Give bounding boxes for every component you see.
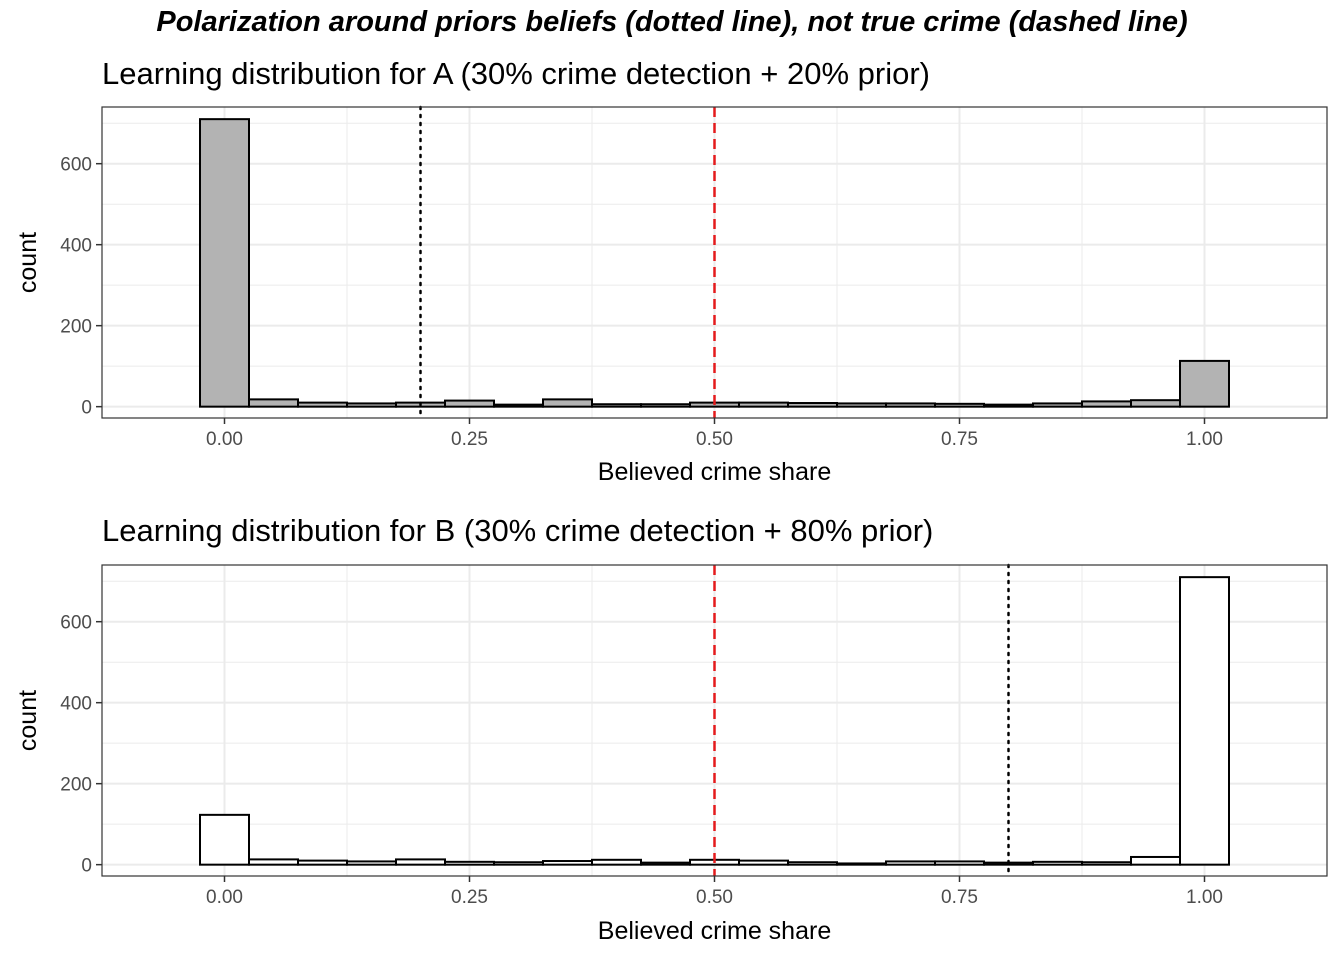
histogram-bar [542, 860, 593, 866]
x-tick-label: 0.25 [451, 429, 488, 450]
histogram-bar [787, 402, 838, 408]
y-axis: 0 200 400 600 [60, 155, 102, 419]
histogram-bar [738, 859, 789, 866]
x-axis: 0.00 0.25 0.50 0.75 1.00 [206, 876, 1223, 908]
y-axis: 0 200 400 600 [60, 613, 102, 877]
histogram-bar [1130, 855, 1181, 866]
histogram-bar [1032, 402, 1083, 408]
histogram-bar [444, 399, 495, 408]
histogram-bar [591, 858, 642, 866]
x-axis: 0.00 0.25 0.50 0.75 1.00 [206, 418, 1223, 450]
chart-panels: Learning distribution for A (30% crime d… [14, 56, 1328, 945]
x-tick-label: 0.00 [206, 887, 243, 908]
chart-panel-2: Learning distribution for B (30% crime d… [14, 513, 1328, 945]
y-tick-label: 200 [60, 317, 92, 338]
histogram-bar [640, 403, 691, 408]
y-axis-title: count [14, 690, 42, 751]
histogram-bar [836, 862, 887, 866]
histogram-bar [1032, 860, 1083, 866]
histogram-bar [640, 861, 691, 866]
histogram-bar [346, 402, 397, 408]
y-axis-title: count [14, 232, 42, 293]
histogram-bar [934, 402, 985, 408]
x-tick-label: 1.00 [1186, 887, 1223, 908]
x-tick-label: 0.50 [696, 887, 733, 908]
x-tick-label: 0.75 [941, 429, 978, 450]
histogram-bar [983, 403, 1034, 408]
histogram-bar [248, 858, 299, 866]
figure-title: Polarization around priors beliefs (dott… [156, 6, 1187, 38]
histogram-bar [297, 859, 348, 866]
y-tick-label: 400 [60, 236, 92, 257]
y-tick-label: 0 [81, 398, 92, 419]
histogram-bar [493, 861, 544, 866]
histogram-bar [885, 402, 936, 408]
x-tick-label: 0.50 [696, 429, 733, 450]
histogram-bar [444, 860, 495, 866]
x-tick-label: 0.00 [206, 429, 243, 450]
histogram-bar [395, 858, 446, 866]
histogram-bar [591, 403, 642, 408]
histogram-bars [199, 576, 1230, 866]
histogram-bar [1081, 400, 1132, 408]
chart-panel-1: Learning distribution for A (30% crime d… [14, 56, 1328, 486]
x-axis-title: Believed crime share [598, 917, 831, 945]
histogram-bar [1081, 861, 1132, 866]
histogram-bar [787, 861, 838, 866]
histogram-bar [1179, 359, 1230, 408]
histogram-bar [346, 860, 397, 866]
y-tick-label: 600 [60, 155, 92, 176]
histogram-bar [542, 398, 593, 408]
histogram-bar [297, 401, 348, 408]
histogram-bar [934, 860, 985, 866]
panel-title: Learning distribution for A (30% crime d… [102, 56, 930, 91]
x-axis-title: Believed crime share [598, 458, 831, 486]
histogram-bar [885, 860, 936, 866]
histogram-bar [248, 398, 299, 408]
histogram-bar [1130, 399, 1181, 408]
x-tick-label: 0.25 [451, 887, 488, 908]
y-tick-label: 400 [60, 694, 92, 715]
histogram-bar [738, 401, 789, 408]
y-tick-label: 600 [60, 613, 92, 634]
histogram-bar [836, 402, 887, 408]
histogram-bar [199, 813, 250, 866]
histogram-bar [1179, 576, 1230, 866]
x-tick-label: 0.75 [941, 887, 978, 908]
x-tick-label: 1.00 [1186, 429, 1223, 450]
histogram-bar [493, 403, 544, 408]
panel-title: Learning distribution for B (30% crime d… [102, 513, 933, 548]
y-tick-label: 0 [81, 856, 92, 877]
histogram-bars [199, 118, 1230, 408]
histogram-bar [199, 118, 250, 408]
y-tick-label: 200 [60, 775, 92, 796]
